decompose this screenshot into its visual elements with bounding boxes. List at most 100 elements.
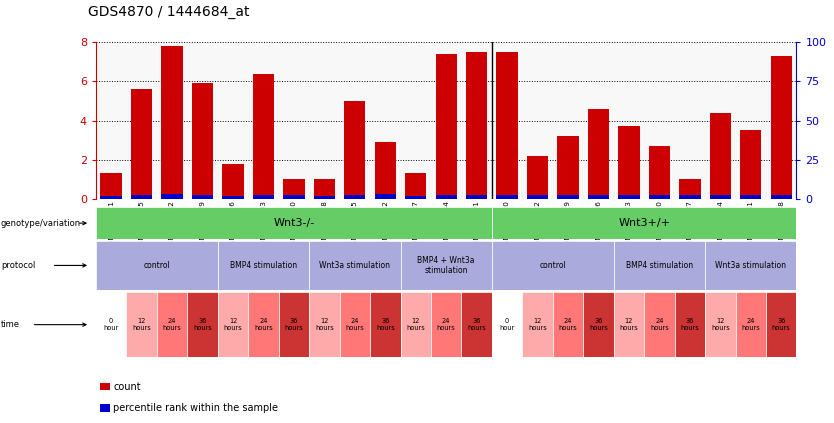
Bar bbox=[284, 195, 304, 199]
Bar bbox=[496, 195, 518, 199]
Text: 24
hours: 24 hours bbox=[741, 318, 760, 331]
Bar bbox=[705, 292, 736, 357]
Bar bbox=[223, 196, 244, 199]
Bar bbox=[435, 195, 457, 199]
Bar bbox=[435, 54, 457, 199]
Bar bbox=[339, 292, 370, 357]
Text: 12
hours: 12 hours bbox=[133, 318, 151, 331]
Bar bbox=[557, 136, 579, 199]
Text: Wnt3a stimulation: Wnt3a stimulation bbox=[319, 261, 390, 270]
Bar bbox=[100, 404, 110, 412]
Text: 36
hours: 36 hours bbox=[284, 318, 304, 331]
Bar bbox=[771, 56, 792, 199]
Bar bbox=[100, 173, 122, 199]
Bar bbox=[96, 207, 492, 239]
Text: 12
hours: 12 hours bbox=[315, 318, 334, 331]
Text: 36
hours: 36 hours bbox=[589, 318, 608, 331]
Bar bbox=[374, 194, 396, 199]
Text: genotype/variation: genotype/variation bbox=[1, 219, 81, 228]
Text: 24
hours: 24 hours bbox=[437, 318, 455, 331]
Text: 0
hour: 0 hour bbox=[500, 318, 515, 331]
Bar bbox=[405, 196, 426, 199]
Bar bbox=[192, 83, 214, 199]
Text: control: control bbox=[143, 261, 170, 270]
Bar bbox=[492, 241, 614, 290]
Bar bbox=[344, 101, 365, 199]
Bar bbox=[618, 126, 640, 199]
Bar bbox=[553, 292, 583, 357]
Bar bbox=[127, 292, 157, 357]
Text: 24
hours: 24 hours bbox=[559, 318, 577, 331]
Bar bbox=[100, 196, 122, 199]
Text: 36
hours: 36 hours bbox=[376, 318, 394, 331]
Bar bbox=[496, 52, 518, 199]
Bar bbox=[766, 292, 796, 357]
Bar bbox=[649, 146, 670, 199]
Bar bbox=[188, 292, 218, 357]
Bar bbox=[492, 207, 796, 239]
Bar bbox=[96, 241, 218, 290]
Text: 36
hours: 36 hours bbox=[681, 318, 699, 331]
Bar bbox=[218, 241, 309, 290]
Bar bbox=[527, 156, 548, 199]
Text: BMP4 stimulation: BMP4 stimulation bbox=[230, 261, 297, 270]
Text: BMP4 stimulation: BMP4 stimulation bbox=[626, 261, 693, 270]
Text: percentile rank within the sample: percentile rank within the sample bbox=[113, 403, 279, 413]
Bar bbox=[710, 113, 731, 199]
Bar bbox=[740, 195, 761, 199]
Bar bbox=[675, 292, 705, 357]
Bar bbox=[162, 46, 183, 199]
Bar bbox=[557, 195, 579, 199]
Bar bbox=[679, 195, 701, 199]
Bar bbox=[588, 109, 609, 199]
Bar bbox=[649, 195, 670, 199]
Bar bbox=[614, 241, 705, 290]
Bar bbox=[249, 292, 279, 357]
Text: 12
hours: 12 hours bbox=[711, 318, 730, 331]
Text: 36
hours: 36 hours bbox=[771, 318, 791, 331]
Text: 24
hours: 24 hours bbox=[650, 318, 669, 331]
Bar bbox=[522, 292, 553, 357]
Bar bbox=[527, 195, 548, 199]
Bar bbox=[192, 195, 214, 199]
Bar bbox=[618, 195, 640, 199]
Bar bbox=[284, 179, 304, 199]
Bar bbox=[253, 74, 274, 199]
Text: Wnt3+/+: Wnt3+/+ bbox=[618, 218, 671, 228]
Bar bbox=[374, 142, 396, 199]
Text: 12
hours: 12 hours bbox=[528, 318, 547, 331]
Bar bbox=[157, 292, 188, 357]
Text: 12
hours: 12 hours bbox=[620, 318, 638, 331]
Bar bbox=[492, 292, 522, 357]
Text: 24
hours: 24 hours bbox=[163, 318, 182, 331]
Bar bbox=[466, 195, 487, 199]
Bar bbox=[740, 130, 761, 199]
Bar bbox=[400, 241, 492, 290]
Bar bbox=[162, 194, 183, 199]
Bar bbox=[314, 196, 335, 199]
Text: 12
hours: 12 hours bbox=[224, 318, 243, 331]
Bar bbox=[131, 195, 153, 199]
Bar bbox=[131, 89, 153, 199]
Bar bbox=[314, 179, 335, 199]
Bar bbox=[679, 179, 701, 199]
Text: 24
hours: 24 hours bbox=[254, 318, 273, 331]
Text: BMP4 + Wnt3a
stimulation: BMP4 + Wnt3a stimulation bbox=[418, 256, 475, 275]
Text: GDS4870 / 1444684_at: GDS4870 / 1444684_at bbox=[88, 5, 249, 19]
Bar bbox=[705, 241, 796, 290]
Text: count: count bbox=[113, 382, 141, 392]
Bar bbox=[710, 195, 731, 199]
Bar bbox=[644, 292, 675, 357]
Bar bbox=[400, 292, 431, 357]
Bar bbox=[344, 195, 365, 199]
Bar bbox=[309, 241, 400, 290]
Bar bbox=[218, 292, 249, 357]
Bar bbox=[279, 292, 309, 357]
Bar bbox=[100, 383, 110, 390]
Bar bbox=[223, 164, 244, 199]
Bar bbox=[253, 195, 274, 199]
Text: Wnt3a stimulation: Wnt3a stimulation bbox=[716, 261, 786, 270]
Text: control: control bbox=[540, 261, 566, 270]
Bar bbox=[370, 292, 400, 357]
Text: time: time bbox=[1, 320, 20, 329]
